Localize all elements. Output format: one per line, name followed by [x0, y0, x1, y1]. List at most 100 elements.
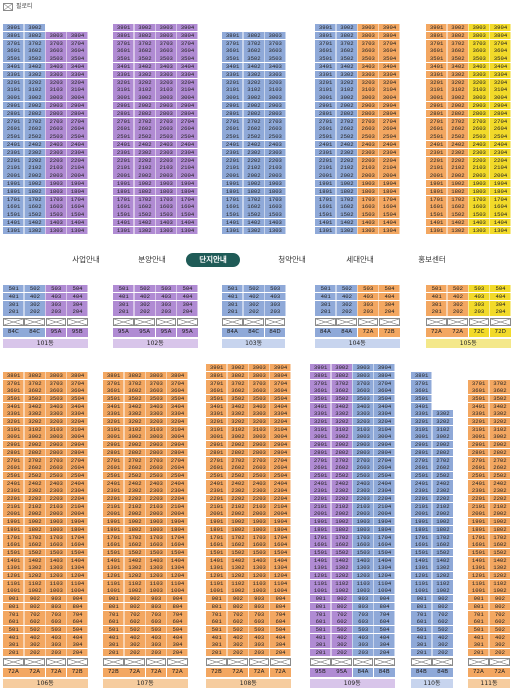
- unit-type: 72A: [45, 668, 67, 677]
- unit-row: 1601 1602 1603 1604: [206, 541, 292, 549]
- unit-row: 3401 3402 3403 3404: [113, 63, 199, 71]
- unit-row: 3001 3002 3003 3004: [113, 94, 199, 102]
- unit-row: 1201 1202 1203 1204: [206, 572, 292, 580]
- unit-row: 2401 2402 2403 2404: [206, 479, 292, 487]
- unit-row: 301 302 303 304: [426, 300, 512, 308]
- unit-row: 1401 1402 1403 1404: [3, 556, 89, 564]
- unit-row: 3301 3302 3303 3304: [3, 410, 89, 418]
- piloti-cell: [426, 318, 447, 326]
- unit-row: 3601 3602 3603 3604: [3, 387, 89, 395]
- unit-row: 2601 2602 2603 2604: [3, 464, 89, 472]
- unit-row: 3601 3602 3603 3604: [3, 47, 89, 55]
- unit-row: 1101 1102 1103 1104: [103, 579, 189, 587]
- nav-item[interactable]: 청약안내: [278, 255, 306, 264]
- unit-row: 2101 2102: [411, 502, 454, 510]
- nav-item[interactable]: 사업안내: [72, 255, 100, 264]
- unit-row: 3001 3002 3003 3004: [103, 433, 189, 441]
- unit-row: 3201 3202 3203 3204: [3, 418, 89, 426]
- nav-item[interactable]: 세대안내: [346, 255, 374, 264]
- unit-row: 501 502: [411, 625, 454, 633]
- unit-row: 1301 1302 1303: [222, 226, 286, 234]
- unit-row: 1801 1802 1803: [222, 187, 286, 195]
- unit-row: 2601 2602 2603 2604: [206, 464, 292, 472]
- unit-row: 1401 1402 1403 1404: [103, 556, 189, 564]
- unit-row: 401 402 403: [222, 292, 286, 300]
- unit-row: 1801 1802 1803 1804: [206, 525, 292, 533]
- piloti-cell: [145, 658, 167, 666]
- unit-row: 1601 1602 1603 1604: [3, 203, 89, 211]
- unit-row: 401 402 403 404: [113, 292, 199, 300]
- unit-type: 72C: [468, 328, 490, 337]
- building-name: 106동: [3, 679, 88, 688]
- unit-row: 2301 2302 2303 2304: [3, 148, 89, 156]
- unit-row: 901 902: [411, 595, 454, 603]
- unit-row: 2001 2002 2003 2004: [310, 510, 396, 518]
- unit-row: 1501 1502: [411, 548, 454, 556]
- unit-row: 501 502 503 504: [113, 285, 199, 293]
- unit-row: 2301 2302 2303 2304: [426, 148, 512, 156]
- unit-row: 1101 1102: [468, 579, 511, 587]
- unit-row: 2401 2402: [468, 479, 511, 487]
- unit-row: 1701 1702 1703: [222, 195, 286, 203]
- unit-row: 3101 3102 3103: [222, 86, 286, 94]
- piloti-cell: [248, 658, 270, 666]
- unit-row: 3401 3402 3403: [222, 63, 286, 71]
- unit-row: 501 502 503 504: [315, 285, 401, 293]
- unit-row: 3701 3702 3703 3704: [3, 39, 89, 47]
- unit-row: 2001 2002 2003 2004: [206, 510, 292, 518]
- unit-row: 1501 1502 1503: [222, 211, 286, 219]
- piloti-cell: [176, 318, 198, 326]
- unit-row: 701 702: [468, 610, 511, 618]
- unit-row: 2001 2002 2003 2004: [113, 172, 199, 180]
- unit-row: 2601 2602: [468, 464, 511, 472]
- unit-row: 301 302 303 304: [310, 641, 396, 649]
- unit-row: 3501 3502 3503 3504: [113, 55, 199, 63]
- unit-row: 301 302: [411, 641, 454, 649]
- unit-row: 2601 2602 2603 2604: [3, 125, 89, 133]
- unit-row: 1601 1602 1603 1604: [113, 203, 199, 211]
- legend-icon: [3, 3, 13, 11]
- unit-row: 2301 2302 2303: [222, 148, 286, 156]
- unit-row: 2901 2902: [411, 441, 454, 449]
- unit-row: 1701 1702 1703 1704: [113, 195, 199, 203]
- unit-row: 3001 3002 3003 3004: [3, 94, 89, 102]
- piloti-cell: [206, 658, 227, 666]
- unit-row: 1901 1902 1903 1904: [3, 518, 89, 526]
- unit-row: 1901 1902 1903 1904: [103, 518, 189, 526]
- nav-item[interactable]: 단지안내: [186, 253, 240, 267]
- unit-row: 3301 3302: [468, 410, 511, 418]
- unit-row: 3701 3702 3703: [222, 39, 286, 47]
- nav-item[interactable]: 분양안내: [138, 255, 166, 264]
- unit-row: 1401 1402 1403 1404: [310, 556, 396, 564]
- unit-row: 3701 3702 3703 3704: [310, 379, 396, 387]
- unit-row: 2501 2502: [468, 471, 511, 479]
- piloti-cell: [134, 318, 155, 326]
- unit-row: 501 502 503: [222, 285, 286, 293]
- building-name: 111동: [468, 679, 510, 688]
- unit-row: 2201 2202 2203 2204: [3, 156, 89, 164]
- unit-row: 3301 3302 3303: [222, 70, 286, 78]
- piloti-cell: [166, 658, 188, 666]
- unit-row: 2201 2202 2203 2204: [426, 156, 512, 164]
- unit-type: 95B: [66, 328, 88, 337]
- unit-row: 3201 3202 3203 3204: [206, 418, 292, 426]
- unit-row: 1001 1002 1003 1004: [310, 587, 396, 595]
- unit-row: 2901 2902: [468, 441, 511, 449]
- unit-row: 3201 3202 3203: [222, 78, 286, 86]
- unit-row: 2201 2202 2203 2204: [310, 495, 396, 503]
- unit-row: 1801 1802 1803 1804: [113, 187, 199, 195]
- unit-row: 1701 1702 1703 1704: [3, 195, 89, 203]
- unit-row: 3301 3302 3303 3304: [3, 70, 89, 78]
- unit-row: 201 202: [468, 649, 511, 657]
- unit-row: 2401 2402 2403 2404: [3, 479, 89, 487]
- unit-row: 3101 3102 3103 3104: [3, 86, 89, 94]
- nav-item[interactable]: 홍보센터: [418, 255, 446, 264]
- unit-row: 2801 2802 2803 2804: [3, 448, 89, 456]
- unit-row: 501 502 503 504: [3, 285, 89, 293]
- unit-row: 3601 3602 3603 3604: [315, 47, 401, 55]
- unit-row: 301 302 303: [222, 300, 286, 308]
- unit-row: 1901 1902: [468, 518, 511, 526]
- unit-row: 2201 2202 2203: [222, 156, 286, 164]
- piloti-cell: [468, 658, 489, 666]
- unit-row: 1401 1402 1403 1404: [206, 556, 292, 564]
